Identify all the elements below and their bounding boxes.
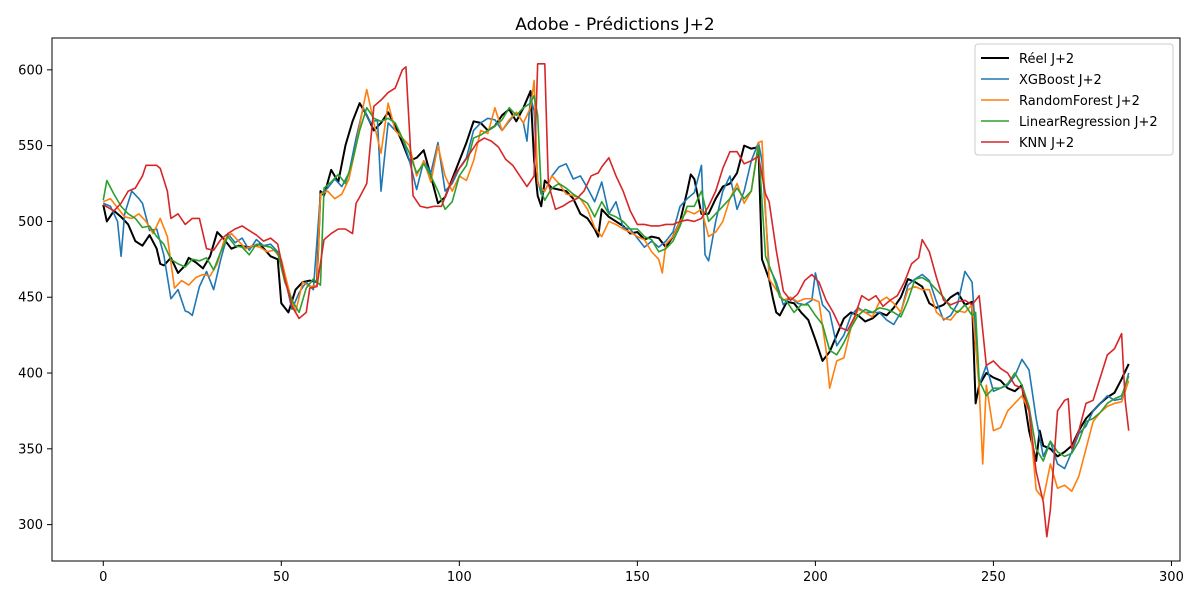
series-line-knn-j-2 xyxy=(102,62,1130,538)
legend-label: RandomForest J+2 xyxy=(1019,94,1140,109)
x-tick-label: 100 xyxy=(447,570,472,585)
y-tick-label: 300 xyxy=(18,518,43,533)
y-tick-label: 550 xyxy=(18,139,43,154)
chart-title: Adobe - Prédictions J+2 xyxy=(515,15,715,35)
y-tick-label: 350 xyxy=(18,442,43,457)
legend: Réel J+2 XGBoost J+2 RandomForest J+2 Linea… xyxy=(974,43,1174,156)
y-tick-label: 500 xyxy=(18,215,43,230)
series-line-linearregression-j-2 xyxy=(102,94,1130,462)
series-layer xyxy=(102,62,1130,538)
x-axis: 0 50 100 150 200 250 300 xyxy=(99,561,1184,585)
plot-frame xyxy=(51,37,1181,562)
legend-label: XGBoost J+2 xyxy=(1019,73,1102,88)
x-tick-label: 50 xyxy=(273,570,290,585)
legend-label: KNN J+2 xyxy=(1019,136,1074,151)
x-tick-label: 200 xyxy=(803,570,828,585)
series-line-xgboost-j-2 xyxy=(102,96,1130,470)
y-tick-label: 400 xyxy=(18,367,43,382)
y-tick-label: 450 xyxy=(18,291,43,306)
series-line-reel-j-2 xyxy=(102,90,1130,462)
x-tick-label: 250 xyxy=(981,570,1006,585)
y-tick-label: 600 xyxy=(18,63,43,78)
legend-label: LinearRegression J+2 xyxy=(1019,115,1158,130)
x-tick-label: 150 xyxy=(625,570,650,585)
legend-label: Réel J+2 xyxy=(1019,52,1074,67)
x-tick-label: 300 xyxy=(1159,570,1184,585)
x-tick-label: 0 xyxy=(99,570,107,585)
y-axis: 300 350 400 450 500 550 600 xyxy=(18,63,52,533)
legend-box xyxy=(974,43,1174,156)
